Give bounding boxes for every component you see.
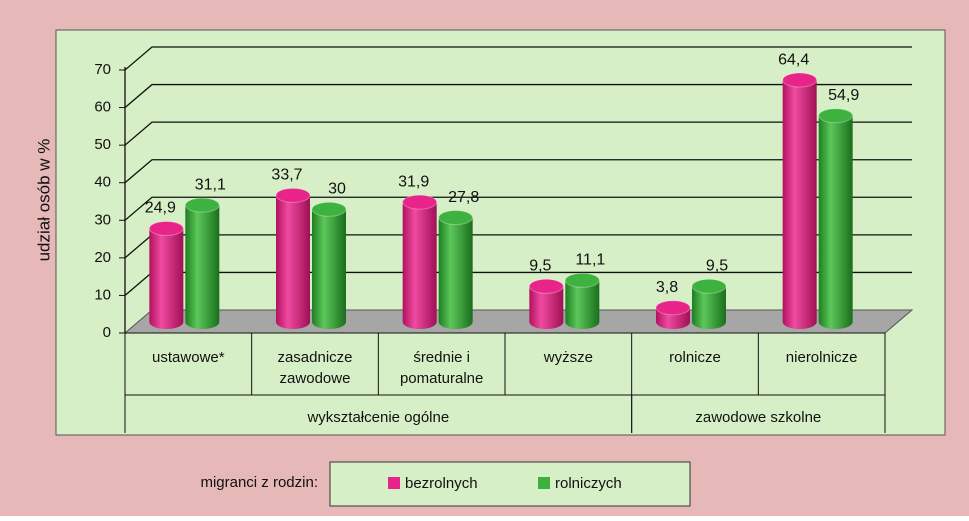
legend-label: rolniczych — [555, 475, 622, 492]
y-axis-title: udział osób w % — [34, 139, 53, 262]
value-label: 24,9 — [145, 200, 176, 217]
x-tick-label: nierolnicze — [786, 349, 858, 366]
bar — [692, 286, 726, 329]
grid-line — [124, 46, 912, 71]
value-label: 33,7 — [271, 167, 302, 184]
value-label: 27,8 — [448, 189, 479, 206]
bar — [565, 280, 600, 330]
grid-line — [124, 121, 912, 146]
grid-line — [124, 196, 912, 221]
x-tick-label: wyższe — [543, 349, 593, 366]
bar-top — [438, 210, 474, 226]
value-label: 31,1 — [195, 176, 226, 193]
bar-top — [402, 194, 438, 210]
value-label: 54,9 — [828, 87, 859, 104]
x-tick-label: zawodowe — [280, 370, 351, 387]
group-label: zawodowe szkolne — [695, 409, 821, 426]
bar — [529, 286, 564, 329]
x-tick-label: pomaturalne — [400, 370, 483, 387]
legend-swatch — [538, 477, 550, 489]
bar-top — [275, 187, 311, 203]
value-label: 9,5 — [529, 258, 551, 275]
y-tick-label: 30 — [94, 211, 111, 228]
bar — [312, 209, 346, 329]
bar-top — [184, 197, 220, 213]
x-tick-label: zasadnicze — [277, 349, 352, 366]
value-label: 30 — [328, 181, 346, 198]
bar-top — [564, 272, 600, 288]
bar — [276, 195, 310, 329]
bar-top — [148, 220, 184, 236]
value-label: 11,1 — [575, 252, 605, 269]
y-tick-label: 0 — [103, 324, 111, 341]
bar-top — [818, 108, 854, 124]
bar-top — [782, 72, 818, 88]
value-label: 9,5 — [706, 258, 728, 275]
bar — [149, 228, 184, 330]
legend-title: migranci z rodzin: — [200, 474, 318, 491]
x-tick-label: rolnicze — [669, 349, 721, 366]
grid-line — [124, 83, 912, 109]
bar — [818, 115, 853, 330]
y-tick-label: 70 — [94, 61, 111, 78]
legend-box — [329, 461, 691, 507]
x-tick-label: średnie i — [413, 349, 470, 366]
y-tick-label: 20 — [94, 249, 111, 266]
bar-top — [655, 300, 691, 316]
y-tick-label: 60 — [94, 99, 111, 116]
grid-line — [124, 159, 912, 184]
bar-top — [311, 201, 347, 217]
bar — [185, 205, 220, 330]
bar — [402, 202, 437, 330]
value-label: 3,8 — [656, 279, 678, 296]
value-label: 31,9 — [398, 173, 429, 190]
bar-top — [528, 278, 564, 294]
y-tick-label: 50 — [94, 136, 111, 153]
group-label: wykształcenie ogólne — [306, 409, 449, 426]
value-label: 64,4 — [778, 51, 809, 68]
y-tick-label: 10 — [94, 286, 111, 303]
bar-top — [691, 278, 727, 294]
bar — [438, 217, 473, 330]
bar — [782, 80, 817, 330]
x-tick-label: ustawowe* — [152, 349, 225, 366]
legend-label: bezrolnych — [405, 475, 478, 492]
y-tick-label: 40 — [94, 174, 111, 191]
legend-swatch — [388, 477, 400, 489]
